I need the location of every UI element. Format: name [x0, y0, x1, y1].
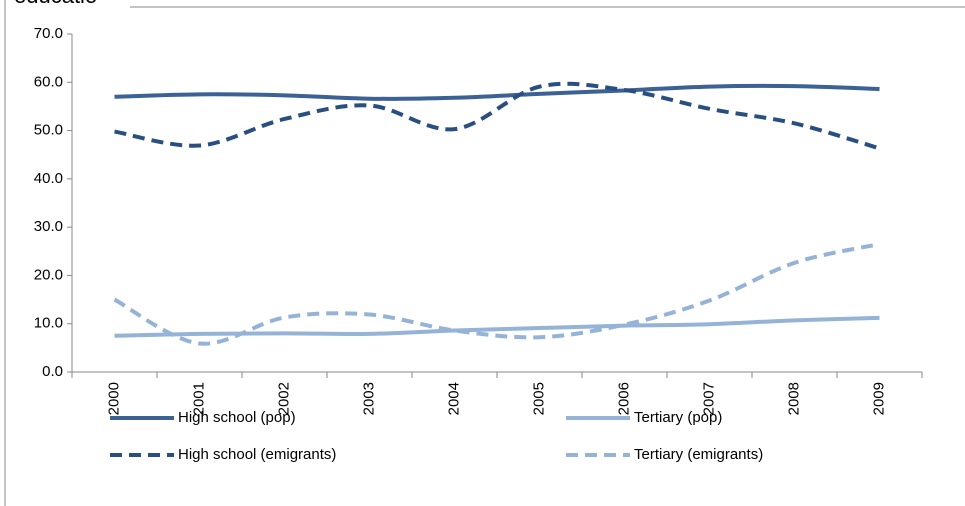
legend-label: Tertiary (emigrants) — [634, 446, 763, 463]
y-tick-label: 10.0 — [34, 315, 63, 332]
y-tick-label: 0.0 — [42, 363, 63, 380]
y-tick-label: 40.0 — [34, 170, 63, 187]
y-tick-label: 70.0 — [34, 25, 63, 42]
legend-label: High school (emigrants) — [178, 446, 336, 463]
x-tick-label: 2004 — [445, 382, 462, 415]
chart-title: educatio — [14, 0, 97, 8]
y-tick-label: 20.0 — [34, 266, 63, 283]
legend-label: Tertiary (pop) — [634, 409, 722, 426]
x-tick-label: 2005 — [530, 382, 547, 415]
x-tick-label: 2008 — [785, 382, 802, 415]
data-line — [114, 315, 880, 338]
x-tick-label: 2006 — [615, 382, 632, 415]
y-tick-label: 50.0 — [34, 122, 63, 139]
x-tick-label: 2002 — [275, 382, 292, 415]
x-tick-label: 2007 — [700, 382, 717, 415]
x-tick-label: 2000 — [105, 382, 122, 415]
x-tick-label: 2003 — [360, 382, 377, 415]
data-line — [114, 83, 880, 101]
x-tick-label: 2009 — [870, 382, 887, 415]
x-tick-label: 2001 — [190, 382, 207, 415]
y-tick-label: 60.0 — [34, 73, 63, 90]
legend-label: High school (pop) — [178, 409, 296, 426]
data-line — [113, 242, 880, 346]
y-tick-label: 30.0 — [34, 218, 63, 235]
